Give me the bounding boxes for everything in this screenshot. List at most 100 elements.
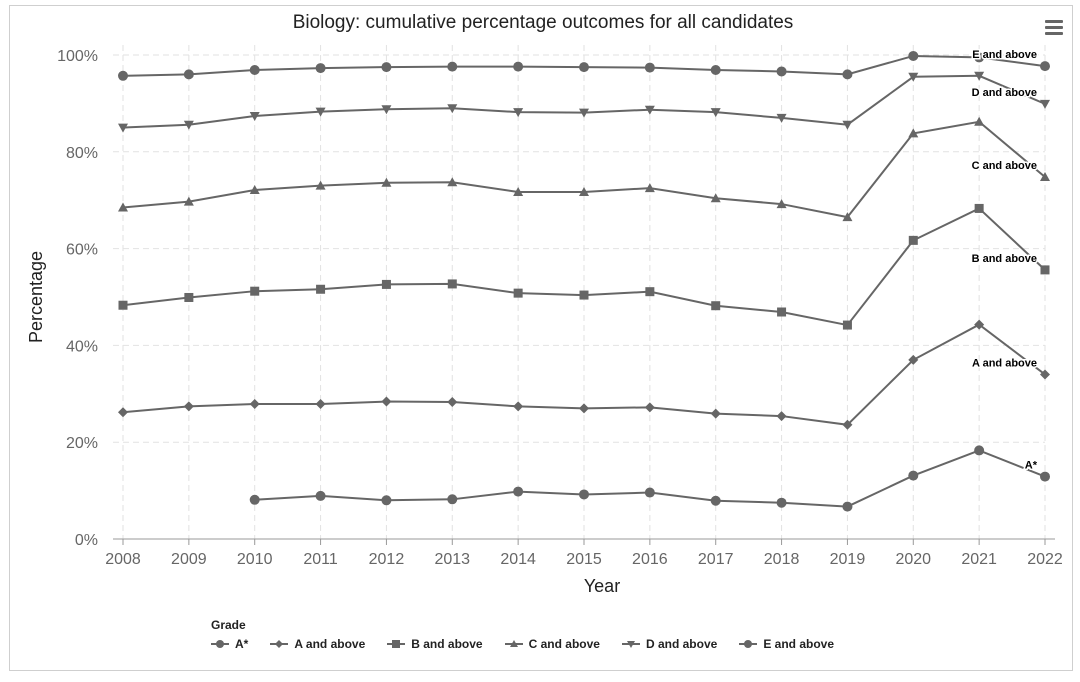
data-point [381,396,392,407]
end-label: C and above [972,160,1037,172]
legend-marker-icon [211,640,229,648]
data-point [908,354,919,365]
data-point [315,490,326,501]
data-point [776,497,787,508]
x-tick-label: 2021 [961,551,997,568]
data-point [777,307,787,317]
data-point [644,183,655,193]
legend-item[interactable]: C and above [504,637,600,651]
legend-item[interactable]: A* [211,637,248,651]
data-point [381,279,391,289]
data-point [249,398,260,409]
series-0 [249,445,1050,512]
data-point [644,402,655,413]
data-point [974,52,985,63]
data-point [579,186,589,196]
data-point [118,407,128,418]
legend-marker-icon [621,641,640,648]
data-point [513,401,524,412]
hamburger-menu-icon[interactable] [1045,20,1063,36]
legend-label: D and above [645,637,718,651]
legend-marker-icon [270,640,289,648]
x-tick-label: 2015 [566,551,602,568]
legend-label: C and above [528,637,600,651]
data-point [249,185,260,195]
legend-item[interactable]: B and above [387,637,483,651]
data-point [710,108,721,118]
data-point [842,69,853,80]
chart-title: Biology: cumulative percentage outcomes … [292,12,794,33]
legend: Grade A* A and above B and above C and abov… [211,618,856,651]
x-tick-label: 2010 [237,551,273,568]
data-point [974,116,985,126]
data-point [513,288,523,298]
data-point [381,495,392,506]
y-tick-label: 0% [75,532,98,549]
series-lines [118,50,1050,512]
data-point [908,470,919,481]
data-point [644,487,655,498]
end-label: D and above [972,87,1037,99]
data-point [842,419,853,430]
data-point [711,301,721,311]
legend-item[interactable]: A and above [270,637,365,651]
data-point [381,177,392,187]
x-axis-title: Year [584,576,620,596]
data-point [249,494,260,505]
data-point [908,128,919,138]
legend-marker [509,640,518,647]
data-point [842,320,852,330]
data-point [1040,61,1050,72]
data-point [710,408,721,419]
data-point [447,177,458,187]
data-point [579,489,589,500]
data-point [908,50,919,61]
end-labels: A* A and above B and above C and above D and… [970,48,1039,473]
data-point [118,123,128,133]
data-point [710,193,721,203]
data-point [842,120,853,130]
legend-marker-icon [504,640,523,647]
data-point [513,486,524,497]
data-point [447,397,458,408]
data-point [118,70,128,81]
x-tick-label: 2016 [632,551,668,568]
x-tick-label: 2012 [369,551,405,568]
y-tick-label: 60% [66,242,98,259]
y-tick-label: 100% [57,48,98,65]
data-point [776,113,787,123]
chart-frame [9,5,1073,671]
data-point [776,66,787,77]
data-point [447,494,458,505]
data-point [776,411,787,422]
data-point [513,61,524,72]
legend-title: Grade [211,618,246,632]
y-tick-label: 20% [66,435,98,452]
legend-label: E and above [763,637,835,651]
data-point [710,65,721,76]
legend-marker-icon [387,640,406,648]
data-point [579,62,589,73]
legend-label: A* [235,637,249,651]
data-point [710,495,721,506]
end-label: A* [1025,460,1038,472]
legend-item[interactable]: D and above [621,637,718,651]
legend-marker [275,640,284,648]
data-point [908,72,919,82]
legend-marker [392,640,401,648]
x-tick-label: 2009 [171,551,207,568]
legend-marker [626,641,635,648]
data-point [183,196,194,206]
data-point [447,279,457,289]
data-point [579,108,589,118]
y-tick-label: 40% [66,338,98,355]
data-point [645,287,655,297]
legend-label: B and above [411,637,483,651]
data-point [315,107,326,117]
series-1 [118,319,1050,430]
x-tick-label: 2018 [764,551,800,568]
legend-item[interactable]: E and above [739,637,834,651]
x-tick-label: 2019 [830,551,866,568]
y-tick-label: 80% [66,145,98,162]
data-point [1040,171,1050,181]
